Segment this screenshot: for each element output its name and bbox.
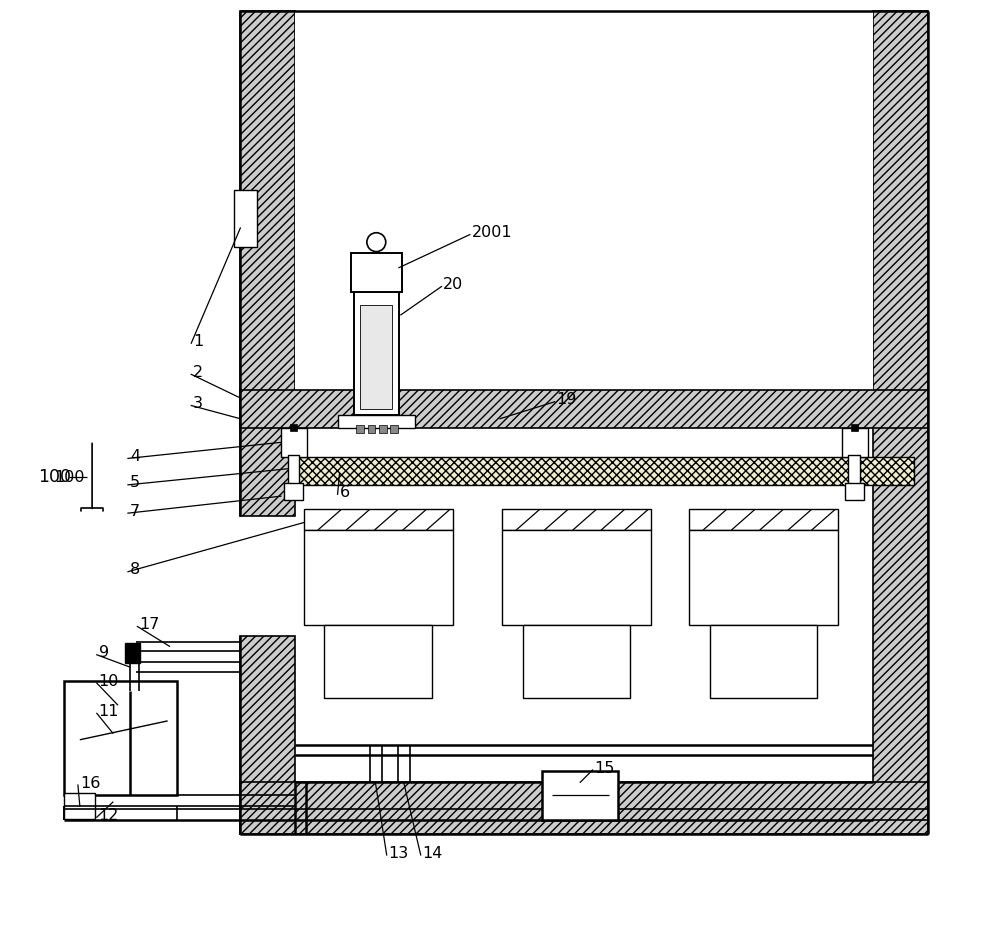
Bar (288, 455, 299, 485)
Bar (360, 306, 392, 409)
Text: 15: 15 (594, 760, 615, 776)
Bar (281, 428, 307, 456)
Text: 8: 8 (130, 563, 140, 578)
Bar (64, 681, 177, 795)
Bar (125, 642, 140, 663)
Text: 12: 12 (99, 808, 119, 823)
Bar (848, 455, 860, 485)
Text: 4: 4 (130, 449, 140, 464)
Bar (240, 390, 928, 428)
Text: 100: 100 (54, 470, 85, 485)
Bar (845, 483, 864, 500)
Bar (284, 483, 303, 500)
Text: 17: 17 (139, 617, 160, 632)
Bar (354, 293, 399, 415)
Bar (295, 456, 914, 485)
Text: 19: 19 (557, 392, 577, 407)
Text: 11: 11 (99, 704, 119, 719)
Bar (234, 190, 257, 247)
Text: 2001: 2001 (472, 225, 512, 241)
Bar (842, 428, 868, 456)
Bar (240, 782, 928, 834)
Circle shape (367, 233, 386, 252)
Bar (851, 424, 858, 431)
Bar (710, 625, 817, 698)
Bar (304, 530, 453, 625)
Bar (390, 425, 398, 433)
Bar (356, 425, 364, 433)
Text: 7: 7 (130, 504, 140, 519)
Bar (523, 625, 630, 698)
Text: 14: 14 (423, 846, 443, 861)
Bar (502, 530, 651, 625)
Text: 20: 20 (443, 277, 464, 293)
Bar (351, 253, 402, 293)
Bar (379, 425, 387, 433)
Bar (689, 509, 838, 530)
Bar (304, 509, 453, 530)
Text: 6: 6 (339, 485, 350, 500)
Bar (295, 10, 873, 390)
Bar (338, 415, 415, 428)
Text: 3: 3 (193, 396, 203, 411)
Bar (368, 425, 375, 433)
Text: 100: 100 (38, 468, 71, 486)
Bar (290, 424, 297, 431)
Bar (240, 635, 295, 834)
Bar (542, 771, 618, 820)
Text: 13: 13 (389, 846, 409, 861)
Text: 9: 9 (99, 646, 109, 660)
Bar (689, 530, 838, 625)
Bar (873, 10, 928, 834)
Text: 1: 1 (193, 333, 203, 348)
Text: 16: 16 (80, 776, 100, 791)
Text: 10: 10 (99, 673, 119, 688)
Bar (240, 10, 295, 516)
Bar (324, 625, 432, 698)
Text: 2: 2 (193, 365, 203, 380)
Bar (64, 793, 95, 819)
Text: 5: 5 (130, 475, 140, 491)
Bar (502, 509, 651, 530)
